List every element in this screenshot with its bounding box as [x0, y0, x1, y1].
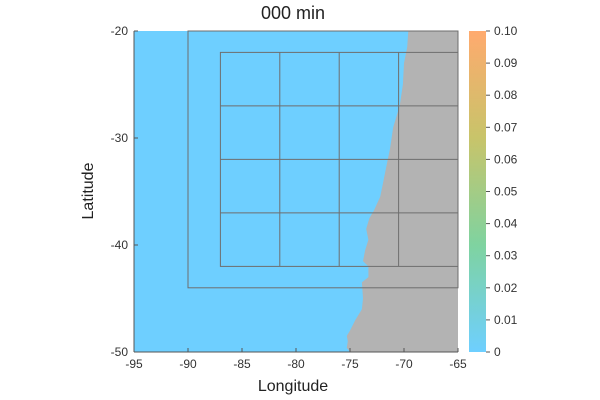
colorbar-tick-label: 0.07: [494, 120, 518, 134]
colorbar-tick-label: 0.04: [494, 217, 518, 231]
x-tick-label: -65: [449, 357, 467, 371]
land-area: [346, 31, 458, 352]
y-tick-label: -30: [111, 131, 129, 145]
x-tick-label: -90: [179, 357, 197, 371]
colorbar-tick-label: 0.09: [494, 56, 518, 70]
colorbar-tick-label: 0.06: [494, 152, 518, 166]
y-tick-label: -20: [111, 24, 129, 38]
domain-grid-boxes: [187, 30, 459, 289]
colorbar-gradient: [469, 31, 486, 352]
y-tick-label: -50: [111, 345, 129, 359]
x-tick-label: -80: [287, 357, 305, 371]
colorbar-tick-label: 0.03: [494, 249, 518, 263]
y-tick-label: -40: [111, 238, 129, 252]
colorbar-tick-label: 0.05: [494, 185, 518, 199]
x-tick-label: -95: [125, 357, 143, 371]
colorbar-tick-label: 0: [494, 345, 501, 359]
colorbar: 0 0.01 0.02 0.03 0.04 0.05 0.06 0.07 0.08 0.09 0.1…: [469, 24, 518, 359]
x-tick-label: -70: [395, 357, 413, 371]
axes: -95 -90 -85 -80 -75 -70 -65 -50 -40 -30 -20: [111, 24, 467, 371]
colorbar-tick-label: 0.10: [494, 24, 518, 38]
colorbar-tick-label: 0.01: [494, 313, 518, 327]
map-area: [134, 31, 458, 352]
colorbar-tick-label: 0.02: [494, 281, 518, 295]
y-axis-label: Latitude: [80, 162, 97, 219]
colorbar-tick-label: 0.08: [494, 88, 518, 102]
chart-title: 000 min: [261, 3, 325, 23]
x-axis-label: Longitude: [258, 378, 328, 395]
x-tick-label: -85: [233, 357, 251, 371]
x-tick-label: -75: [341, 357, 359, 371]
